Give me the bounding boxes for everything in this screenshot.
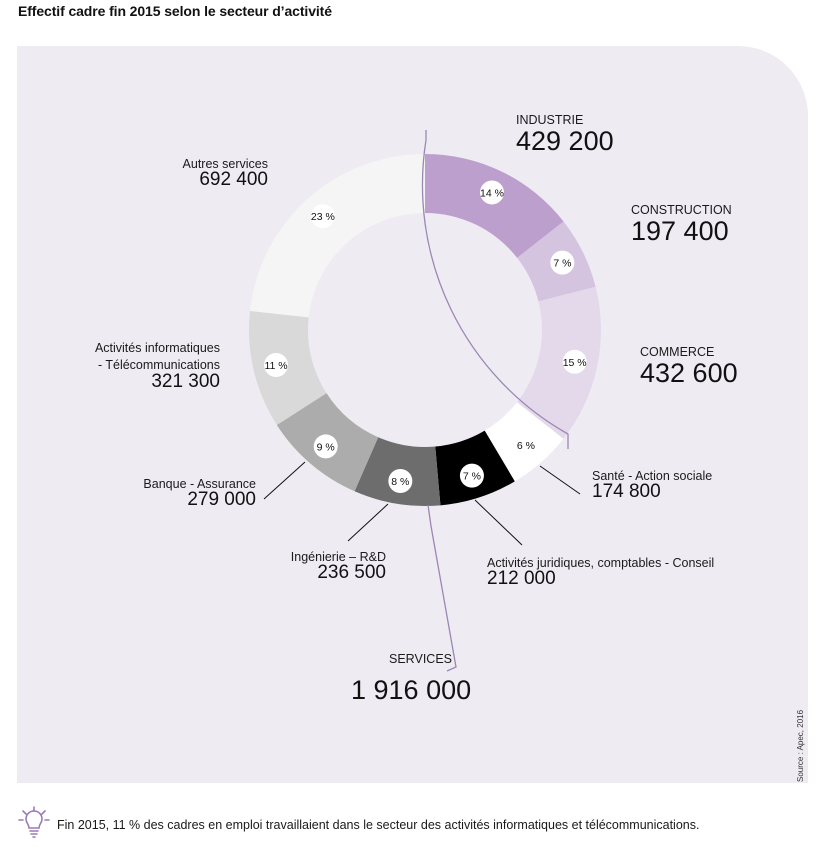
slice-label-banque: Banque - Assurance — [143, 477, 256, 491]
pct-badge — [388, 468, 413, 493]
chart-title: Effectif cadre fin 2015 selon le secteur… — [18, 3, 332, 19]
slice-label-informatique-line1: Activités informatiques — [94, 341, 220, 355]
pct-badge — [310, 204, 335, 229]
footnote-text: Fin 2015, 11 % des cadres en emploi trav… — [57, 818, 700, 832]
group-value-services: 1 916 000 — [351, 675, 472, 705]
pct-label: 9 % — [317, 441, 335, 453]
slice-value-industrie: 429 200 — [516, 126, 614, 156]
slice-value-ingenierie: 236 500 — [317, 562, 386, 583]
leader-banque — [263, 461, 306, 500]
group-label-services: SERVICES — [389, 652, 452, 666]
pct-badge — [264, 352, 289, 377]
pct-label: 8 % — [391, 476, 409, 488]
slice-label-ingenierie: Ingénierie – R&D — [290, 550, 386, 564]
slice-value-sante: 174 800 — [592, 481, 661, 502]
pct-label: 11 % — [264, 360, 287, 372]
slice-value-banque: 279 000 — [187, 489, 256, 510]
services-bracket — [421, 130, 569, 449]
leader-ingenierie — [347, 503, 389, 542]
slice-label-industrie: INDUSTRIE — [516, 113, 584, 127]
pct-badge — [313, 434, 338, 459]
slice-value-informatique: 321 300 — [151, 371, 220, 392]
slice-label-informatique-line2: - Télécommunications — [97, 358, 220, 372]
slice-label-sante: Santé - Action sociale — [592, 469, 713, 483]
pct-badge — [550, 250, 575, 275]
slice-label-construction: CONSTRUCTION — [631, 203, 732, 217]
lightbulb-icon — [18, 806, 50, 838]
slice-value-autres-services: 692 400 — [199, 169, 268, 190]
leader-juridique — [474, 499, 523, 546]
pct-badge — [459, 463, 484, 488]
pct-label: 15 % — [563, 357, 587, 369]
slice-label-juridique: Activités juridiques, comptables - Conse… — [487, 556, 715, 570]
services-bracket-tail — [427, 504, 457, 672]
pct-label: 6 % — [517, 440, 535, 452]
pct-label: 23 % — [311, 211, 335, 223]
slice-label-commerce: COMMERCE — [640, 345, 715, 359]
donut-slice — [425, 154, 564, 258]
pct-badge — [513, 433, 538, 458]
donut-slice — [250, 154, 425, 318]
donut-slice — [516, 286, 602, 439]
slice-value-juridique: 212 000 — [487, 568, 556, 589]
source-note: Source : Apec, 2016 — [796, 709, 805, 782]
donut-slice — [249, 310, 327, 425]
slice-value-commerce: 432 600 — [640, 358, 738, 388]
pct-label: 14 % — [480, 187, 504, 199]
pct-label: 7 % — [553, 258, 571, 270]
pct-label: 7 % — [463, 471, 481, 483]
pct-badge — [562, 349, 587, 374]
slice-label-autres-services: Autres services — [182, 157, 268, 171]
pct-badge — [479, 180, 504, 205]
leader-sante — [539, 465, 581, 495]
slice-value-construction: 197 400 — [631, 216, 729, 246]
